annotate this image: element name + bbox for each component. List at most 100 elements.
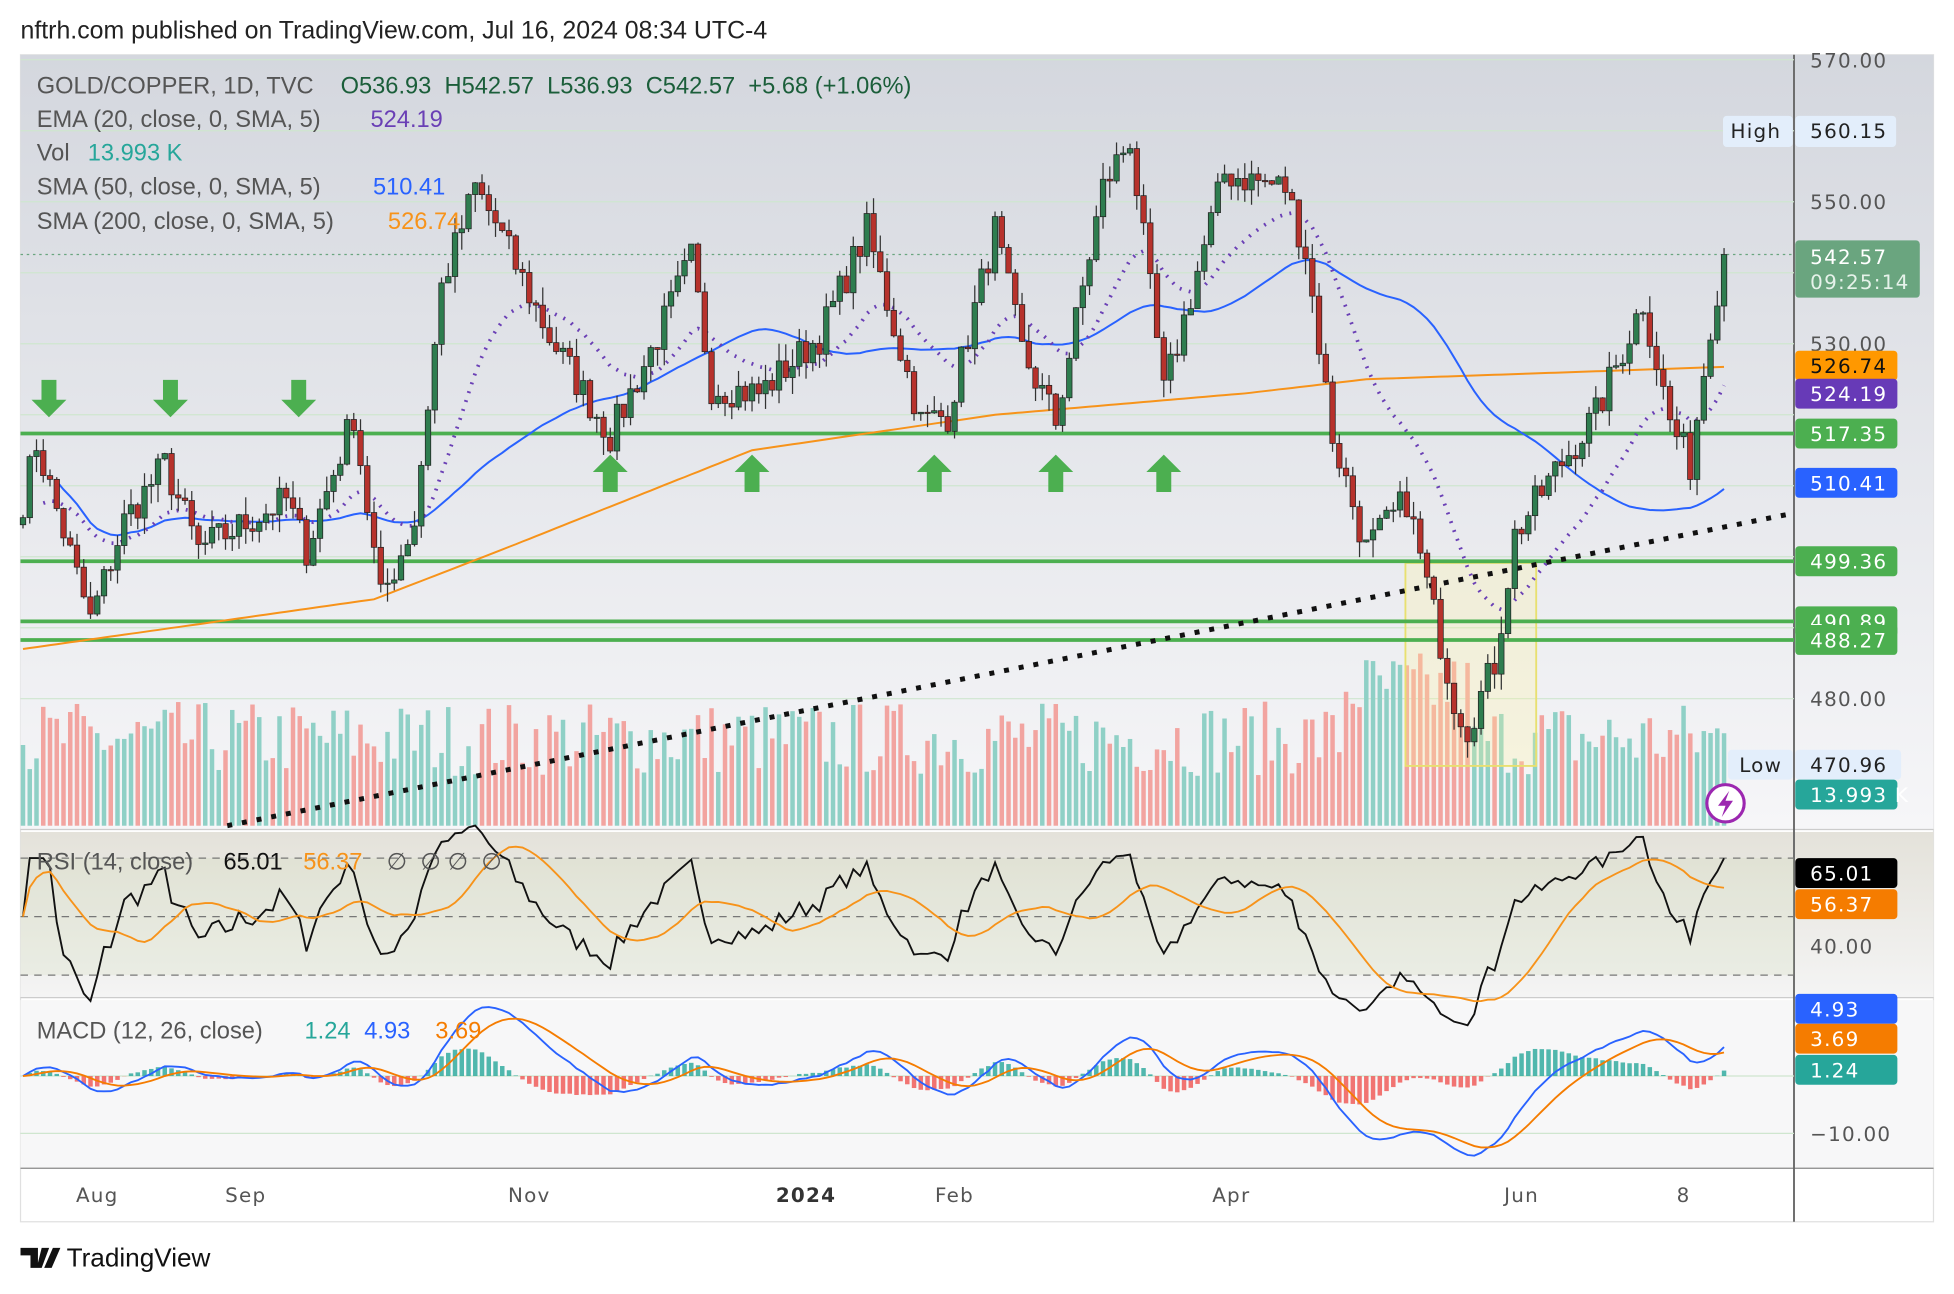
candle[interactable] xyxy=(276,487,283,516)
candle[interactable] xyxy=(667,291,675,307)
candle[interactable] xyxy=(289,497,297,509)
candle[interactable] xyxy=(1356,506,1363,543)
candle[interactable] xyxy=(944,416,951,432)
candle[interactable] xyxy=(1302,246,1309,259)
candle[interactable] xyxy=(1464,726,1471,743)
candle[interactable] xyxy=(681,260,688,277)
candle[interactable] xyxy=(694,243,702,293)
candle[interactable] xyxy=(242,514,249,530)
candle[interactable] xyxy=(1626,343,1633,364)
candle[interactable] xyxy=(445,276,452,284)
candle[interactable] xyxy=(121,513,128,546)
candle[interactable] xyxy=(796,341,803,367)
candle[interactable] xyxy=(519,268,526,273)
candle[interactable] xyxy=(823,306,830,355)
candle[interactable] xyxy=(688,243,695,261)
candle[interactable] xyxy=(1383,509,1390,519)
candle[interactable] xyxy=(924,411,931,414)
candle[interactable] xyxy=(431,344,438,411)
candle[interactable] xyxy=(748,383,756,402)
candle[interactable] xyxy=(40,450,47,476)
candle[interactable] xyxy=(917,411,924,415)
candle[interactable] xyxy=(951,401,958,432)
candle[interactable] xyxy=(1261,180,1269,183)
candle[interactable] xyxy=(1511,528,1518,589)
candle[interactable] xyxy=(1012,272,1019,305)
candle[interactable] xyxy=(850,246,857,294)
candle[interactable] xyxy=(53,478,60,509)
candle[interactable] xyxy=(249,528,256,532)
candle[interactable] xyxy=(1531,485,1539,517)
candle[interactable] xyxy=(640,366,648,393)
candle[interactable] xyxy=(492,210,499,224)
candle[interactable] xyxy=(1234,178,1242,187)
candle[interactable] xyxy=(1450,682,1458,714)
candle[interactable] xyxy=(499,222,506,231)
candle[interactable] xyxy=(1673,419,1680,438)
candle[interactable] xyxy=(73,544,81,568)
candle[interactable] xyxy=(931,410,938,414)
candle[interactable] xyxy=(627,388,634,418)
candle[interactable] xyxy=(438,282,445,345)
candle[interactable] xyxy=(1693,419,1701,480)
candle[interactable] xyxy=(769,380,776,391)
candle[interactable] xyxy=(843,275,850,294)
candle[interactable] xyxy=(715,395,722,405)
candle[interactable] xyxy=(512,235,519,270)
candle[interactable] xyxy=(26,456,33,519)
candle[interactable] xyxy=(532,302,540,306)
candle[interactable] xyxy=(256,522,263,532)
price-pane[interactable] xyxy=(20,54,1934,830)
candle[interactable] xyxy=(1491,662,1498,675)
candle[interactable] xyxy=(742,385,749,402)
candle[interactable] xyxy=(890,309,897,337)
candle[interactable] xyxy=(613,403,621,452)
candle[interactable] xyxy=(1437,598,1444,659)
candle[interactable] xyxy=(580,380,587,395)
candle[interactable] xyxy=(1680,432,1687,438)
candle[interactable] xyxy=(674,275,681,293)
candle[interactable] xyxy=(735,385,742,408)
candle[interactable] xyxy=(1032,367,1039,389)
candle[interactable] xyxy=(782,360,789,378)
candle[interactable] xyxy=(971,302,978,350)
candle[interactable] xyxy=(1498,633,1505,675)
candle[interactable] xyxy=(202,542,209,545)
candle[interactable] xyxy=(222,523,229,540)
candle[interactable] xyxy=(1120,152,1127,156)
candle[interactable] xyxy=(148,484,155,487)
candle[interactable] xyxy=(883,271,891,311)
candle[interactable] xyxy=(559,347,567,352)
candle[interactable] xyxy=(553,342,560,352)
candle[interactable] xyxy=(1228,173,1235,187)
candle[interactable] xyxy=(937,410,945,417)
candle[interactable] xyxy=(1309,258,1316,297)
candle[interactable] xyxy=(1410,516,1417,520)
candle[interactable] xyxy=(1369,529,1377,541)
candle[interactable] xyxy=(1153,273,1161,338)
candle[interactable] xyxy=(1376,517,1383,531)
candle[interactable] xyxy=(1423,552,1431,578)
candle[interactable] xyxy=(1059,397,1066,426)
candle[interactable] xyxy=(397,555,405,581)
candle[interactable] xyxy=(33,450,40,457)
candle[interactable] xyxy=(269,513,276,516)
candle[interactable] xyxy=(1025,341,1032,369)
candle[interactable] xyxy=(1201,244,1208,272)
candle[interactable] xyxy=(863,213,870,257)
candle[interactable] xyxy=(721,395,729,404)
candle[interactable] xyxy=(451,232,459,277)
candle[interactable] xyxy=(1039,384,1046,389)
candle[interactable] xyxy=(1275,176,1282,185)
candle[interactable] xyxy=(1018,304,1026,342)
trendline[interactable] xyxy=(226,511,1789,829)
candle[interactable] xyxy=(87,596,94,615)
candle[interactable] xyxy=(546,327,553,344)
candle[interactable] xyxy=(1666,386,1674,421)
candle[interactable] xyxy=(100,569,108,597)
candle[interactable] xyxy=(67,537,74,546)
candle[interactable] xyxy=(195,525,202,545)
candle[interactable] xyxy=(600,416,607,438)
candle[interactable] xyxy=(1471,728,1478,743)
candle[interactable] xyxy=(607,436,614,452)
